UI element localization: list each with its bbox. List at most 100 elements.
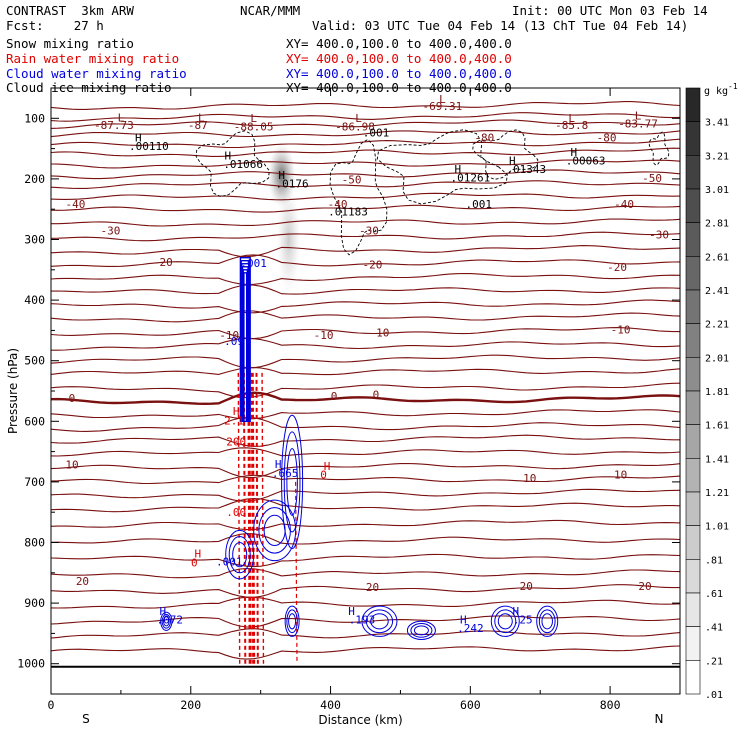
cloud-water-label: .072 <box>157 614 184 627</box>
isotherm-label: -10 <box>370 326 390 339</box>
cloud-water-contour <box>286 609 298 634</box>
colorbar-bin <box>685 390 701 425</box>
cloud-water-label: .09 <box>224 335 244 348</box>
isotherm-line <box>51 596 680 609</box>
cloud-water-contour <box>161 613 172 629</box>
cloud-water-contour <box>361 605 398 637</box>
colorbar: 3.41 3.21 3.01 2.81 2.61 2.41 2.21 2.01 1.81 1.61… <box>685 82 738 701</box>
isotherm-line <box>51 119 680 129</box>
cloud-ice-contours <box>195 129 670 256</box>
y-tick-label: 600 <box>24 414 45 428</box>
ice-label: .01066 <box>223 158 263 171</box>
x-tick-label: 800 <box>600 698 621 712</box>
low-marker: L <box>635 110 642 123</box>
isotherm-label: -87 <box>188 119 208 132</box>
forecast-hour: Fcst: 27 h <box>6 18 104 33</box>
isotherm-line <box>51 409 680 420</box>
rain-label: H <box>194 548 201 561</box>
snow-shading <box>267 143 301 295</box>
cloud-water-contour <box>541 613 553 630</box>
north-label: N <box>655 712 664 726</box>
cloud-water-contour <box>281 414 304 550</box>
isotherm-label: 20 <box>366 581 379 594</box>
isotherm-label: 10 <box>523 472 536 485</box>
cloud-water-label: H <box>160 605 167 618</box>
colorbar-bin <box>685 289 701 324</box>
isotherm-line <box>51 159 680 169</box>
isotherm-line <box>51 367 680 376</box>
isotherm-label: -87.73 <box>94 119 134 132</box>
cloud-water-contour <box>288 613 297 630</box>
colorbar-bin <box>685 87 701 122</box>
field-snow-name: Snow mixing ratio <box>6 36 134 51</box>
ice-label: H <box>570 146 577 159</box>
colorbar-label: .61 <box>705 589 723 600</box>
ice-label: .0176 <box>276 177 309 190</box>
ice-label: .01261 <box>450 171 490 184</box>
colorbar-label: .01 <box>705 690 723 701</box>
isotherm-line <box>51 299 680 314</box>
ice-label: H <box>135 131 142 144</box>
cloud-water-contour <box>163 616 170 627</box>
isotherm-line <box>51 310 680 323</box>
ice-label: .001 <box>465 198 492 211</box>
isotherm-line <box>51 272 680 285</box>
low-marker: L <box>250 112 257 125</box>
cloud-water-label: H <box>512 605 519 618</box>
isotherm-line <box>51 180 680 189</box>
rain-label: H <box>233 405 240 418</box>
field-rain-name: Rain water mixing ratio <box>6 51 180 66</box>
y-tick-label: 400 <box>24 293 45 307</box>
x-tick-label: 0 <box>48 698 55 712</box>
valid-time: Valid: 03 UTC Tue 04 Feb 14 (13 ChT Tue … <box>312 18 689 33</box>
isotherm-line <box>51 245 680 258</box>
cloud-water-label: H <box>275 458 282 471</box>
isotherm-label: 20 <box>638 580 651 593</box>
cloud-water-label: .001 <box>240 257 267 270</box>
isotherm-label: -30 <box>359 225 379 238</box>
isotherm-label: -20 <box>363 259 383 272</box>
ice-label: .00110 <box>129 140 169 153</box>
colorbar-label: 1.81 <box>705 387 729 398</box>
field-ice-name: Cloud ice mixing ratio <box>6 80 172 95</box>
isotherm-line <box>51 204 680 213</box>
colorbar-label: 1.41 <box>705 454 729 465</box>
isotherm-label: 10 <box>614 468 627 481</box>
colorbar-bin <box>685 559 701 594</box>
x-tick-label: 200 <box>180 698 201 712</box>
cloud-water-label: .242 <box>457 622 484 635</box>
cloud-water-contour <box>232 542 248 568</box>
isotherm-line <box>51 147 680 157</box>
isotherm-label: -40 <box>328 198 348 211</box>
colorbar-bin <box>685 491 701 526</box>
isotherm-line <box>51 615 680 628</box>
field-ice-xy: XY= 400.0,100.0 to 400.0,400.0 <box>286 80 512 95</box>
colorbar-label: 2.41 <box>705 286 729 297</box>
cloud-water-contour <box>370 613 389 630</box>
colorbar-unit: g kg <box>704 86 728 97</box>
isotherm-line <box>51 382 680 399</box>
isotherm-label: -69.31 <box>423 100 463 113</box>
isotherm-line <box>51 337 680 351</box>
ice-label: .01183 <box>328 205 368 218</box>
cloud-water-contour <box>410 623 433 638</box>
cloud-water-contour <box>284 605 300 637</box>
isotherm-label: 0 <box>69 392 76 405</box>
cloud-water-contour <box>413 625 429 636</box>
isotherm-line <box>51 645 680 660</box>
ice-label: .001 <box>363 126 390 139</box>
isotherm-label: -86.98 <box>335 120 375 133</box>
rain-label: 0 <box>320 468 327 481</box>
isotherm-line <box>51 138 680 149</box>
rain-contour <box>250 372 256 664</box>
colorbar-bin <box>685 357 701 392</box>
isotherm-line <box>51 284 680 295</box>
contour-labels: -87.73 -87 -88.05 -86.98-69.31-85.8 -83.77-8… <box>65 93 669 635</box>
colorbar-label: 2.61 <box>705 252 729 263</box>
y-tick-label: 500 <box>24 354 45 368</box>
cloud-water-label: H <box>460 614 467 627</box>
cloud-water-contour <box>225 529 255 580</box>
isotherm-line <box>51 254 680 267</box>
